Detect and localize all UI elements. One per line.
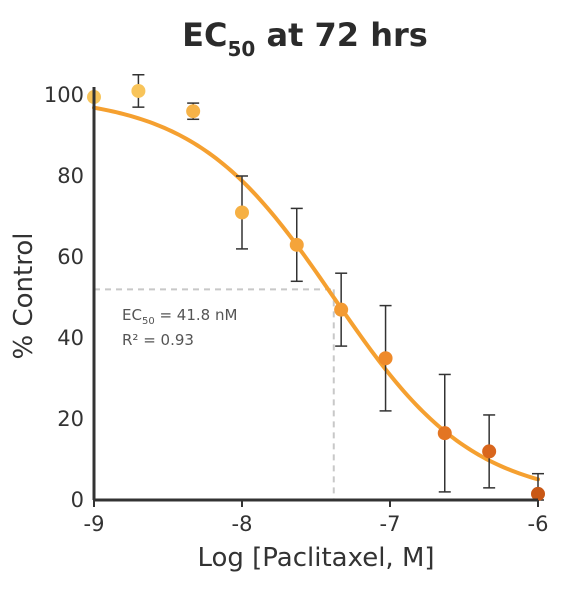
- y-tick-label: 20: [57, 407, 84, 431]
- x-tick-label: -9: [84, 512, 105, 536]
- reference-lines: [94, 288, 335, 500]
- axes: [92, 87, 538, 502]
- y-tick-label: 60: [57, 245, 84, 269]
- data-point: [289, 237, 304, 252]
- data-points-layer: [87, 83, 545, 501]
- data-point: [334, 302, 349, 317]
- data-point: [437, 426, 452, 441]
- y-tick-label: 100: [44, 83, 84, 107]
- data-point: [531, 486, 545, 501]
- y-tick-label: 0: [71, 488, 84, 512]
- chart-title: EC50 at 72 hrs: [182, 16, 428, 61]
- y-tick-label: 80: [57, 164, 84, 188]
- fit-curve-layer: [92, 105, 540, 482]
- fit-curve: [92, 105, 540, 482]
- x-tick-label: -8: [232, 512, 253, 536]
- error-bars-layer: [132, 74, 544, 501]
- y-tick-label: 40: [57, 326, 84, 350]
- tick-labels: -9 -8 -7 -6 0 20 40 60 80 100: [44, 83, 549, 536]
- data-point: [235, 205, 249, 220]
- ec50-annotation: EC50 = 41.8 nM: [122, 306, 237, 327]
- x-tick-label: -6: [528, 512, 549, 536]
- r-squared-annotation: R² = 0.93: [122, 331, 194, 349]
- y-axis-label: % Control: [9, 233, 39, 360]
- data-point: [482, 444, 497, 459]
- data-point: [131, 83, 146, 98]
- data-point: [186, 104, 201, 119]
- x-tick-label: -7: [380, 512, 401, 536]
- x-axis-label: Log [Paclitaxel, M]: [197, 543, 434, 573]
- data-point: [378, 351, 393, 366]
